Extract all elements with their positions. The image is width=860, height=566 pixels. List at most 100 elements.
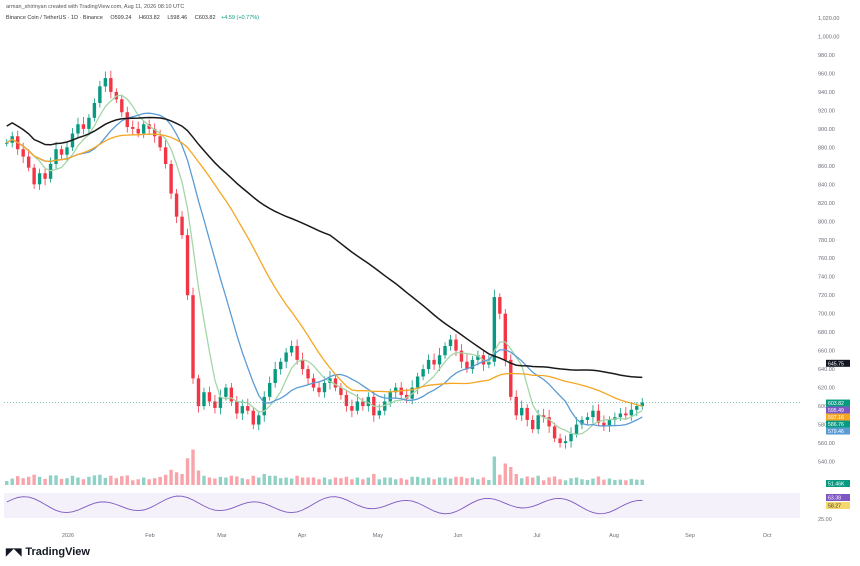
volume-bar [196,470,201,485]
y-tick-label: 860.00 [818,164,835,170]
volume-bar [76,477,80,485]
volume-bar [591,478,595,485]
y-tick-label: 800.00 [818,219,835,225]
candle-body [32,167,36,185]
candle-body [580,419,584,425]
y-tick-label: 760.00 [818,256,835,262]
x-tick-label: Aug [609,533,619,539]
candle-body [596,410,601,423]
high-value: H603.82 [138,15,160,21]
candle-body [26,156,31,168]
volume-bar [498,474,502,485]
volume-badge-label: 51.46K [828,482,845,488]
candle-body [530,419,535,430]
volume-bar [229,475,234,485]
candle-body [470,359,475,370]
volume-bar [295,475,299,485]
candle-body [306,369,310,379]
y-tick-label: 720.00 [818,293,835,299]
x-tick-label: May [373,533,384,539]
candle-body [289,346,294,353]
candle-body [191,295,195,379]
volume-bar [459,476,464,485]
candle-body [394,387,398,393]
candle-body [383,401,387,411]
volume-bar [481,477,486,485]
volume-bar [465,478,469,485]
volume-bar [580,479,584,485]
candle-body [295,346,299,360]
volume-bar [520,478,524,485]
volume-bar [596,476,601,485]
candle-body [59,149,64,155]
volume-bar [109,475,113,485]
candle-body [43,173,47,179]
candle-body [284,352,288,362]
tradingview-wordmark: TradingView [25,546,90,558]
volume-bar [191,449,195,485]
volume-bar [284,477,288,485]
price-badge-label: 603.82 [828,401,844,407]
volume-bar [10,478,14,485]
volume-bar [602,479,606,485]
volume-bar [306,477,310,485]
volume-bar [268,475,272,485]
volume-bar [530,477,535,485]
volume-bar [213,478,217,485]
y-tick-label: 620.00 [818,386,835,392]
volume-bar [448,478,453,485]
volume-bar [273,475,277,485]
y-tick-label: 740.00 [818,275,835,281]
candle-body [377,410,381,416]
low-value: L598.46 [167,15,188,21]
candle-body [262,396,266,416]
x-tick-label: Oct [763,533,772,539]
candle-body [235,401,239,414]
volume-bar [322,477,327,485]
candle-body [339,387,343,395]
volume-bar [558,479,562,485]
volume-bar [251,475,255,485]
candle-body [618,413,623,418]
volume-bar [21,478,25,485]
candle-body [152,128,157,137]
volume-bar [492,456,497,485]
volume-bar [202,475,206,485]
volume-bar [443,477,447,485]
tradingview-logo-icon: ◤◥ [6,546,22,558]
candle-body [196,378,201,407]
volume-bar [394,479,398,485]
candle-body [558,438,562,444]
volume-bar [317,479,321,485]
candle-body [54,149,58,164]
x-tick-label: Jun [454,533,463,539]
volume-bar [377,479,381,485]
volume-bar [552,476,557,485]
candle-body [158,136,162,148]
candle-body [81,124,86,129]
candle-body [640,402,644,407]
candle-body [448,339,453,347]
candle-body [355,401,360,411]
volume-bar [635,479,639,485]
volume-bar [37,476,42,485]
candle-body [76,124,80,134]
volume-bar [563,480,568,485]
y-tick-label: 560.00 [818,441,835,447]
candle-body [322,382,327,393]
y-tick-label: 1,020.00 [818,16,839,22]
y-tick-label: 1,000.00 [818,34,839,40]
volume-bar [15,476,20,485]
candle-body [498,297,502,314]
y-tick-label: 680.00 [818,330,835,336]
price-badge [826,399,850,407]
chart-credit: arman_shirinyan created with TradingView… [6,4,185,10]
volume-bar [240,478,245,485]
volume-bar [404,479,409,485]
rsi-band [4,493,800,518]
volume-bar [235,476,239,485]
candle-body [224,387,228,397]
volume-bar [87,476,91,485]
y-tick-label: 900.00 [818,127,835,133]
